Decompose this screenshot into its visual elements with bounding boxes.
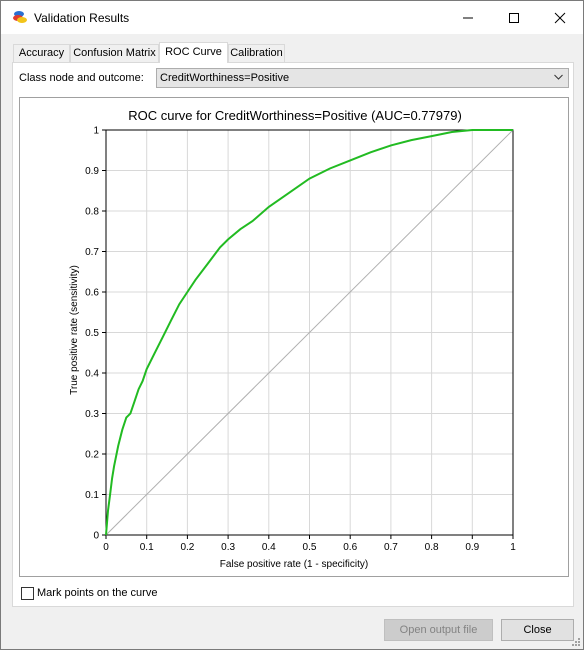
chevron-down-icon — [554, 74, 563, 80]
open-output-file-button[interactable]: Open output file — [384, 619, 493, 641]
tab-roc-curve[interactable]: ROC Curve — [159, 42, 228, 63]
maximize-icon — [509, 12, 519, 23]
y-tick-label: 0.6 — [85, 288, 99, 299]
y-tick-label: 0.5 — [85, 328, 99, 339]
x-tick-label: 0.4 — [262, 542, 276, 553]
y-tick-label: 0.9 — [85, 166, 99, 177]
close-button[interactable]: Close — [501, 619, 574, 641]
maximize-button[interactable] — [491, 1, 537, 34]
class-node-value: CreditWorthiness=Positive — [160, 72, 290, 84]
y-tick-label: 0.2 — [85, 450, 99, 461]
minimize-button[interactable] — [445, 1, 491, 34]
x-tick-label: 0.8 — [425, 542, 439, 553]
x-tick-label: 0.7 — [384, 542, 398, 553]
mark-points-label: Mark points on the curve — [37, 587, 158, 599]
close-window-button[interactable] — [537, 1, 583, 34]
chart-title: ROC curve for CreditWorthiness=Positive … — [128, 108, 462, 123]
diagonal-reference-line — [105, 129, 514, 536]
class-node-label: Class node and outcome: — [19, 72, 144, 84]
class-node-select[interactable]: CreditWorthiness=Positive — [156, 68, 569, 88]
tab-confusion-matrix[interactable]: Confusion Matrix — [70, 44, 159, 62]
close-icon — [554, 12, 566, 23]
y-tick-label: 0 — [93, 531, 99, 542]
x-tick-label: 0.6 — [343, 542, 357, 553]
x-tick-label: 0 — [103, 542, 109, 553]
window-title: Validation Results — [34, 11, 130, 25]
x-tick-label: 0.2 — [180, 542, 194, 553]
y-tick-label: 1 — [93, 126, 99, 137]
roc-curve-line — [105, 129, 513, 536]
x-tick-label: 0.9 — [465, 542, 479, 553]
x-tick-label: 0.3 — [221, 542, 235, 553]
y-tick-label: 0.1 — [85, 490, 99, 501]
x-tick-label: 0.5 — [303, 542, 317, 553]
app-icon — [13, 11, 27, 23]
y-tick-label: 0.8 — [85, 207, 99, 218]
x-tick-label: 0.1 — [140, 542, 154, 553]
roc-chart: ROC curve for CreditWorthiness=Positive … — [69, 108, 516, 570]
tab-label: Calibration — [230, 47, 283, 59]
y-axis-label: True positive rate (sensitivity) — [69, 265, 80, 395]
x-tick-label: 1 — [510, 542, 516, 553]
mark-points-checkbox[interactable] — [21, 587, 34, 600]
tab-accuracy[interactable]: Accuracy — [13, 44, 70, 62]
x-axis-label: False positive rate (1 - specificity) — [220, 559, 368, 570]
tab-label: ROC Curve — [165, 46, 222, 58]
y-tick-label: 0.4 — [85, 369, 99, 380]
tab-label: Accuracy — [18, 47, 65, 59]
y-tick-label: 0.7 — [85, 247, 99, 258]
title-bar: Validation Results — [1, 1, 583, 34]
y-tick-label: 0.3 — [85, 409, 99, 420]
resize-grip-icon[interactable] — [571, 637, 581, 647]
roc-plot-area: ROC curve for CreditWorthiness=Positive … — [19, 97, 569, 577]
tab-label: Confusion Matrix — [73, 47, 156, 59]
minimize-icon — [463, 17, 473, 18]
tab-calibration[interactable]: Calibration — [228, 44, 285, 62]
